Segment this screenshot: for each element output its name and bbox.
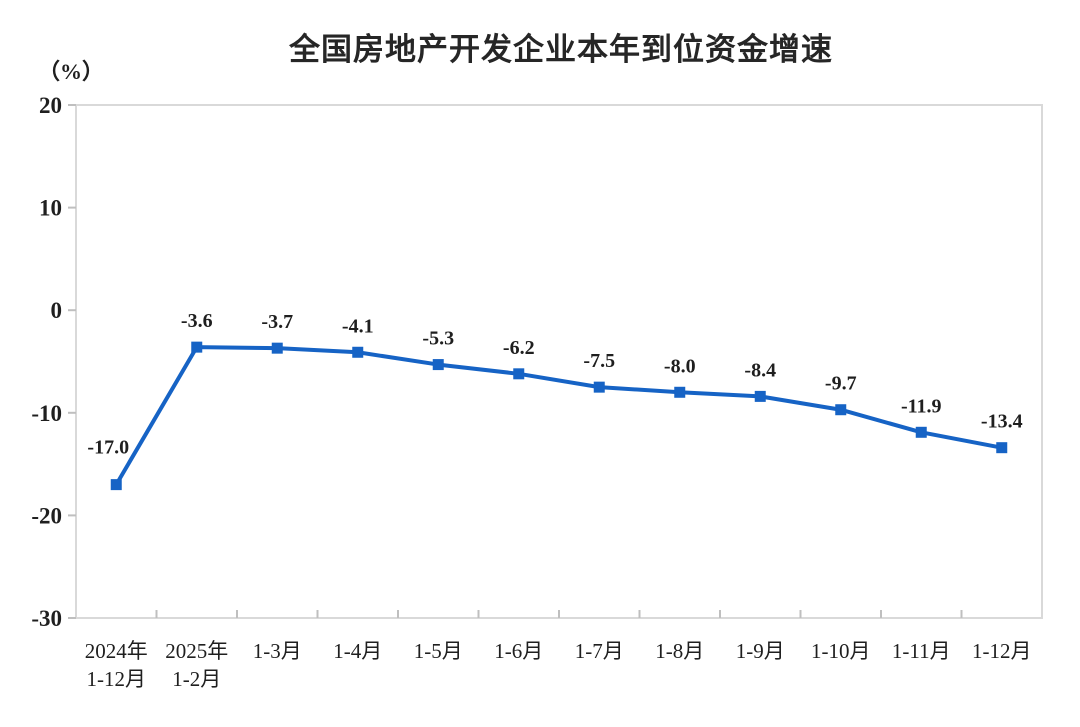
data-label: -8.4 — [744, 359, 776, 381]
data-point-marker — [352, 346, 364, 358]
data-label: -8.0 — [664, 355, 696, 377]
x-tick-label: 2025年 — [165, 639, 228, 663]
x-tick-label: 2024年 — [85, 639, 148, 663]
data-point-marker — [191, 341, 203, 353]
data-point-marker — [513, 368, 525, 380]
data-point-marker — [754, 390, 766, 402]
x-tick-label: 1-6月 — [494, 639, 543, 663]
data-point-marker — [271, 342, 283, 354]
x-tick-label: 1-3月 — [253, 639, 302, 663]
data-point-marker — [835, 404, 847, 416]
data-label: -11.9 — [901, 395, 942, 417]
x-tick-label: 1-10月 — [811, 639, 871, 663]
data-label: -3.6 — [181, 310, 213, 332]
x-tick-label: 1-8月 — [655, 639, 704, 663]
data-line — [114, 345, 1004, 487]
data-point-marker — [110, 479, 122, 491]
data-label: -17.0 — [87, 437, 129, 459]
x-tick-label: 1-12月 — [972, 639, 1032, 663]
data-point-marker — [996, 442, 1008, 454]
data-label: -13.4 — [981, 411, 1023, 433]
data-label: -3.7 — [261, 311, 293, 333]
chart-title: 全国房地产开发企业本年到位资金增速 — [289, 32, 833, 67]
plot-area-frame — [75, 104, 1043, 619]
y-tick-label: -10 — [31, 401, 62, 426]
data-label: -6.2 — [503, 337, 535, 359]
y-axis-unit-label: （%） — [38, 59, 105, 84]
x-tick-label: 1-7月 — [575, 639, 624, 663]
x-tick-label: 1-2月 — [172, 667, 221, 691]
data-point-marker — [593, 381, 605, 393]
data-label: -5.3 — [422, 328, 454, 350]
x-tick-label: 1-12月 — [87, 667, 147, 691]
x-tick-label: 1-11月 — [892, 639, 951, 663]
data-point-marker — [915, 426, 927, 438]
data-label: -9.7 — [825, 373, 857, 395]
data-point-marker — [674, 386, 686, 398]
y-tick-label: 20 — [39, 93, 62, 118]
data-label: -7.5 — [583, 350, 615, 372]
data-point-marker — [432, 359, 444, 371]
y-tick-label: 0 — [51, 298, 63, 323]
y-tick-label: 10 — [39, 196, 62, 221]
data-label: -4.1 — [342, 315, 374, 337]
x-tick-label: 1-4月 — [333, 639, 382, 663]
y-tick-label: -20 — [31, 503, 62, 528]
x-tick-label: 1-5月 — [414, 639, 463, 663]
y-tick-label: -30 — [31, 606, 62, 631]
x-tick-label: 1-9月 — [736, 639, 785, 663]
